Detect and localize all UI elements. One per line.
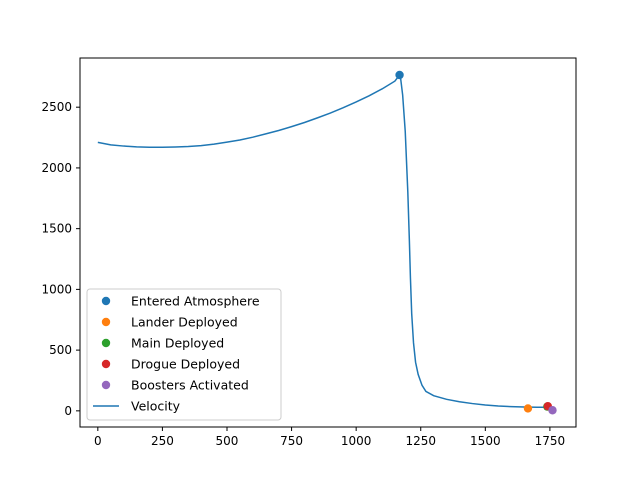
legend-marker-3 xyxy=(101,359,111,369)
x-tick-label: 250 xyxy=(151,434,174,448)
legend-marker-2 xyxy=(101,338,111,348)
event-point-1 xyxy=(523,404,533,413)
legend-label: Velocity xyxy=(131,399,181,414)
legend-marker-4 xyxy=(101,380,111,390)
legend-label: Entered Atmosphere xyxy=(131,294,260,309)
y-tick-label: 1000 xyxy=(41,282,72,296)
x-tick-label: 1750 xyxy=(535,434,566,448)
legend: Entered Atmosphere Lander Deployed Main De… xyxy=(86,288,282,421)
axes-frame xyxy=(79,57,577,428)
event-point-4 xyxy=(548,406,557,415)
legend-box xyxy=(86,288,282,421)
axes: 0 250 500 750 1000 1250 1500 1750 0 500 1000 1500 20… xyxy=(41,57,577,448)
y-tick-label: 2000 xyxy=(41,161,72,175)
x-tick-label: 1500 xyxy=(470,434,501,448)
y-tick-label: 0 xyxy=(64,404,72,418)
plot-area xyxy=(97,70,557,415)
y-tick-label: 1500 xyxy=(41,222,72,236)
legend-marker-0 xyxy=(101,296,111,306)
legend-label: Boosters Activated xyxy=(131,378,249,393)
event-point-0 xyxy=(395,70,404,80)
y-tick-label: 500 xyxy=(49,343,72,357)
x-tick-label: 750 xyxy=(280,434,303,448)
y-tick-label: 2500 xyxy=(41,100,72,114)
legend-label: Drogue Deployed xyxy=(131,357,240,372)
x-tick-label: 500 xyxy=(216,434,239,448)
x-tick-label: 1000 xyxy=(341,434,372,448)
x-tick-label: 1250 xyxy=(405,434,436,448)
legend-label: Lander Deployed xyxy=(131,315,238,330)
legend-marker-1 xyxy=(101,317,111,327)
x-tick-label: 0 xyxy=(94,434,102,448)
legend-label: Main Deployed xyxy=(131,336,224,351)
